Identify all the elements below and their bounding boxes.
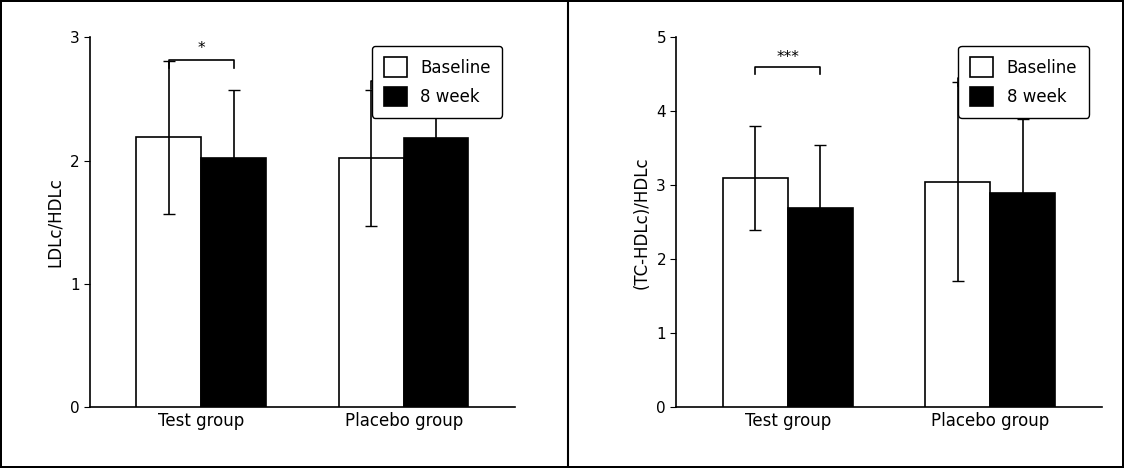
Legend: Baseline, 8 week: Baseline, 8 week [959, 46, 1089, 117]
Text: *: * [198, 41, 205, 56]
Bar [925, 182, 990, 407]
Bar [136, 137, 201, 407]
Bar [201, 158, 266, 407]
Y-axis label: (TC-HDLc)/HDLc: (TC-HDLc)/HDLc [633, 156, 651, 289]
Legend: Baseline, 8 week: Baseline, 8 week [372, 46, 502, 117]
Bar [723, 178, 788, 407]
Bar [788, 207, 853, 407]
Bar [404, 139, 469, 407]
Text: NS: NS [980, 61, 1000, 76]
Text: ***: *** [777, 50, 799, 65]
Text: NS: NS [393, 62, 415, 77]
Bar [990, 193, 1055, 407]
Bar [338, 158, 404, 407]
Y-axis label: LDLc/HDLc: LDLc/HDLc [46, 177, 64, 267]
